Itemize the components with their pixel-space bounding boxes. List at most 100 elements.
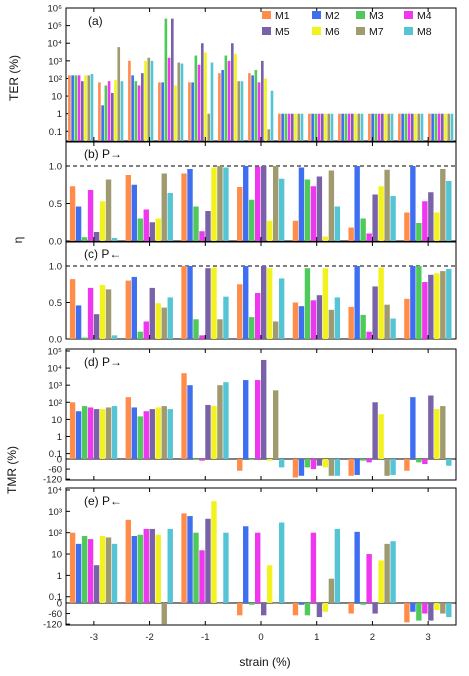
panel-e-bar-m4 (255, 532, 261, 603)
panel-b-bar-m6 (434, 212, 440, 241)
panel-a-bar-m7 (387, 113, 391, 141)
panel-a-bar-m3 (284, 113, 288, 141)
panel-b-bar-m8 (334, 206, 341, 241)
panel-c-bar-m4 (310, 300, 317, 339)
panel-b-bar-m8 (223, 167, 229, 241)
legend-label-m5: M5 (275, 26, 290, 38)
panel-c-y-label: 1.0 (49, 262, 62, 273)
panel-d-bar-m6 (155, 407, 161, 459)
panel-c-bar-m3 (304, 268, 311, 339)
legend-swatch-m3 (356, 11, 365, 19)
panel-e-bar-m4 (87, 539, 94, 603)
panel-b-bar-m2 (187, 169, 193, 241)
panel-a-bar-m3 (374, 113, 378, 141)
panel-a-bar-m3 (344, 113, 348, 141)
panel-d-bar-m4 (366, 459, 372, 463)
panel-c-bar-m3 (249, 317, 255, 339)
panel-e-bar-m1 (69, 532, 76, 603)
panel-c-bar-m1 (292, 302, 299, 339)
panel-b-bar-m8 (446, 181, 452, 241)
panel-a-bar-m7 (207, 113, 211, 141)
panel-b-bar-m8 (278, 178, 285, 241)
panel-a-bar-m6 (264, 78, 267, 141)
panel-b-bar-m8 (167, 193, 173, 241)
panel-c-bar-m8 (446, 268, 452, 339)
x-tick-label: 1 (314, 632, 319, 643)
panel-e-bar-m4 (422, 603, 428, 614)
panel-b-bar-m5 (205, 211, 211, 241)
panel-c-bar-m1 (181, 266, 187, 339)
panel-b-bar-m2 (131, 184, 137, 241)
panel-a-bar-m5 (321, 113, 324, 141)
panel-e-bar-m3 (416, 603, 422, 621)
ylabel-eta: η (11, 237, 25, 244)
panel-b-bar-m1 (125, 175, 131, 241)
panel-a-bar-m1 (398, 113, 401, 141)
panel-a-bar-m5 (411, 113, 414, 141)
panel-b-bar-m5 (428, 192, 434, 241)
panel-e-bar-m7 (105, 537, 112, 603)
panel-a-bar-m4 (107, 81, 111, 141)
panel-b-bar-m2 (75, 206, 82, 241)
panel-c-bar-m1 (404, 298, 410, 339)
panel-d-bar-m6 (99, 409, 106, 459)
panel-a-bar-m6 (354, 113, 357, 141)
panel-c-bar-m1 (69, 279, 76, 339)
panel-a-y-label: 10² (48, 74, 62, 85)
panel-a-bar-m7 (357, 113, 361, 141)
panel-a-bar-m3 (434, 113, 438, 141)
panel-e-bar-m3 (193, 532, 199, 603)
panel-a-bar-m7 (177, 62, 181, 141)
panel-d-bar-m7 (105, 407, 112, 459)
panel-a-bar-m2 (401, 113, 404, 141)
panel-c-bar-m7 (272, 321, 279, 339)
panel-a-bar-m3 (194, 55, 198, 141)
panel-d-bar-m8 (167, 409, 173, 459)
panel-b-bar-m1 (181, 173, 187, 241)
panel-a-bar-m2 (341, 113, 344, 141)
panel-e-bar-m7 (440, 603, 446, 614)
panel-a-bar-m2 (101, 105, 104, 141)
panel-b-bar-m5 (261, 166, 267, 241)
panel-d-bar-m7 (328, 459, 335, 476)
panel-c-bar-m8 (278, 278, 285, 339)
panel-c-bar-m2 (75, 305, 82, 339)
panel-b-bar-m2 (298, 167, 305, 241)
ylabel-tmr: TMR (%) (5, 446, 19, 494)
panel-d-y-label: -60 (48, 465, 62, 476)
panel-b-bar-m1 (69, 186, 76, 241)
panel-a-bar-m8 (450, 113, 454, 141)
panel-d-bar-m6 (434, 409, 440, 459)
panel-b-bar-m6 (155, 218, 161, 241)
panel-a-bar-m4 (347, 113, 351, 141)
panel-c-bar-m2 (131, 276, 137, 339)
panel-b-y-label: 0.5 (49, 199, 62, 210)
panel-d-bar-m8 (334, 459, 341, 476)
panel-b-bar-m4 (255, 166, 261, 241)
panel-a-bar-m4 (407, 113, 411, 141)
panel-a-bar-m4 (137, 85, 141, 141)
panel-d-bar-m3 (81, 406, 88, 459)
panel-d-bar-m5 (93, 409, 100, 459)
panel-b-bar-m2 (410, 166, 416, 241)
panel-d-bar-m1 (404, 459, 410, 471)
panel-a-bar-m7 (117, 47, 121, 141)
legend-label-m3: M3 (369, 10, 384, 22)
panel-a-bar-m1 (338, 113, 341, 141)
panel-e-bar-m2 (75, 543, 82, 603)
panel-a-bar-m5 (141, 73, 144, 141)
panel-a-bar-m2 (281, 113, 284, 141)
panel-a-bar-m7 (447, 113, 451, 141)
panel-c-bar-m1 (348, 306, 354, 339)
panel-e-y-label: 10 (51, 550, 62, 561)
panel-a-bar-m5 (291, 113, 294, 141)
panel-a-title: (a) (88, 14, 103, 28)
legend-swatch-m7 (356, 27, 365, 35)
panel-d-bar-m3 (137, 416, 143, 459)
panel-a-bar-m1 (278, 113, 281, 141)
panel-b-bar-m7 (328, 170, 335, 241)
panel-a-y-label: 10⁴ (47, 39, 62, 50)
x-tick-label: 3 (425, 632, 430, 643)
panel-a-bar-m3 (104, 85, 108, 141)
